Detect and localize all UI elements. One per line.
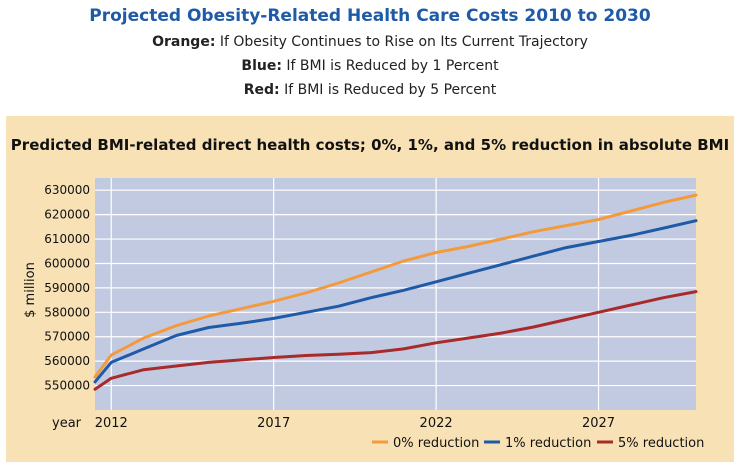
y-axis-label: $ million	[23, 262, 38, 318]
series-line	[93, 290, 698, 391]
x-axis-label: year	[52, 416, 82, 431]
y-tick-labels: 550000 560000 570000 580000 590000 600000 6100…	[44, 183, 90, 392]
chart-title: Predicted BMI-related direct health cost…	[10, 136, 730, 154]
y-tick-label: 590000	[44, 281, 90, 295]
x-tick-label: 2012	[95, 416, 128, 431]
legend-text-red: If BMI is Reduced by 5 Percent	[284, 82, 497, 98]
legend-key-blue: Blue:	[241, 58, 282, 74]
legend-label: 0% reduction	[393, 436, 479, 451]
series-line	[93, 193, 698, 379]
x-tick-label: 2017	[257, 416, 290, 431]
x-tick-label: 2022	[420, 416, 453, 431]
legend: 0% reduction 1% reduction 5% reduction	[372, 436, 704, 451]
header: Projected Obesity-Related Health Care Co…	[0, 0, 740, 112]
series-line	[93, 219, 698, 384]
legend-key-red: Red:	[243, 82, 280, 98]
x-tick-labels: 2012 2017 2022 2027	[95, 416, 615, 431]
y-tick-label: 630000	[44, 183, 90, 197]
y-tick-label: 610000	[44, 232, 90, 246]
legend-text-blue: If BMI is Reduced by 1 Percent	[286, 58, 499, 74]
series-lines	[93, 193, 698, 391]
legend-label: 1% reduction	[505, 436, 591, 451]
legend-line-red: Red: If BMI is Reduced by 5 Percent	[0, 82, 740, 98]
legend-key-orange: Orange:	[152, 34, 216, 50]
y-tick-label: 560000	[44, 354, 90, 368]
x-tick-label: 2027	[582, 416, 615, 431]
y-tick-label: 600000	[44, 256, 90, 270]
page-title: Projected Obesity-Related Health Care Co…	[89, 6, 651, 26]
plot-area	[95, 178, 696, 410]
y-tick-label: 580000	[44, 305, 90, 319]
y-tick-label: 550000	[44, 379, 90, 393]
legend-line-orange: Orange: If Obesity Continues to Rise on …	[0, 34, 740, 50]
legend-label: 5% reduction	[618, 436, 704, 451]
y-tick-label: 620000	[44, 208, 90, 222]
y-tick-label: 570000	[44, 330, 90, 344]
legend-line-blue: Blue: If BMI is Reduced by 1 Percent	[0, 58, 740, 74]
legend-text-orange: If Obesity Continues to Rise on Its Curr…	[219, 34, 588, 50]
